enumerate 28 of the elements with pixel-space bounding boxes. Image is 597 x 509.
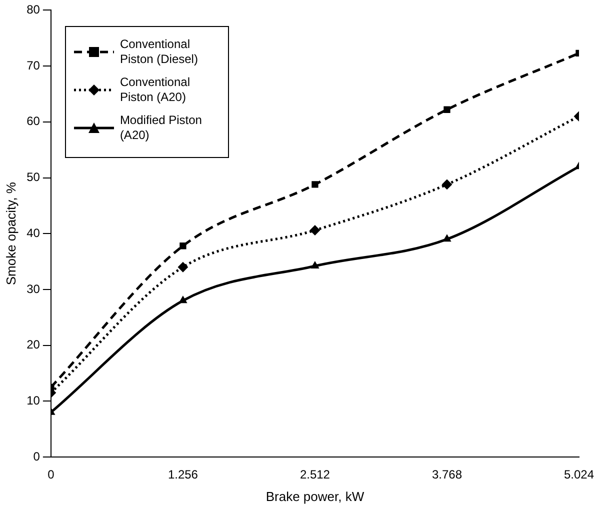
point [180,242,186,250]
y-tick-label: 10 [26,393,40,408]
x-tick-label: 2.512 [300,468,330,482]
y-tick-label: 20 [26,338,40,352]
y-tick-label: 80 [26,2,40,17]
x-tick-label: 1.256 [168,468,198,482]
point [178,296,187,304]
y-tick-label: 0 [33,449,40,464]
y-axis-title: Smoke opacity, % [3,182,18,286]
legend-label: Conventional Piston (Diesel) [120,37,199,68]
y-tick-label: 30 [26,282,40,296]
y-tick-label: 60 [26,114,40,128]
y-tick-label: 50 [26,170,40,184]
point [178,262,188,272]
point [442,179,452,190]
point [310,225,320,236]
x-tick-label: 5.024 [564,468,594,482]
y-tick-label: 40 [26,226,40,240]
point [311,261,319,268]
x-tick-label: 3.768 [432,468,462,482]
x-axis-title: Brake power, kW [266,488,365,504]
point [312,181,318,188]
point [444,106,450,113]
x-tick-label: 0 [48,468,55,482]
legend-label: Modified Piston (A20) [120,113,203,144]
point [443,234,451,242]
y-tick-label: 70 [26,58,40,72]
legend-label: Conventional Piston (A20) [120,75,191,106]
